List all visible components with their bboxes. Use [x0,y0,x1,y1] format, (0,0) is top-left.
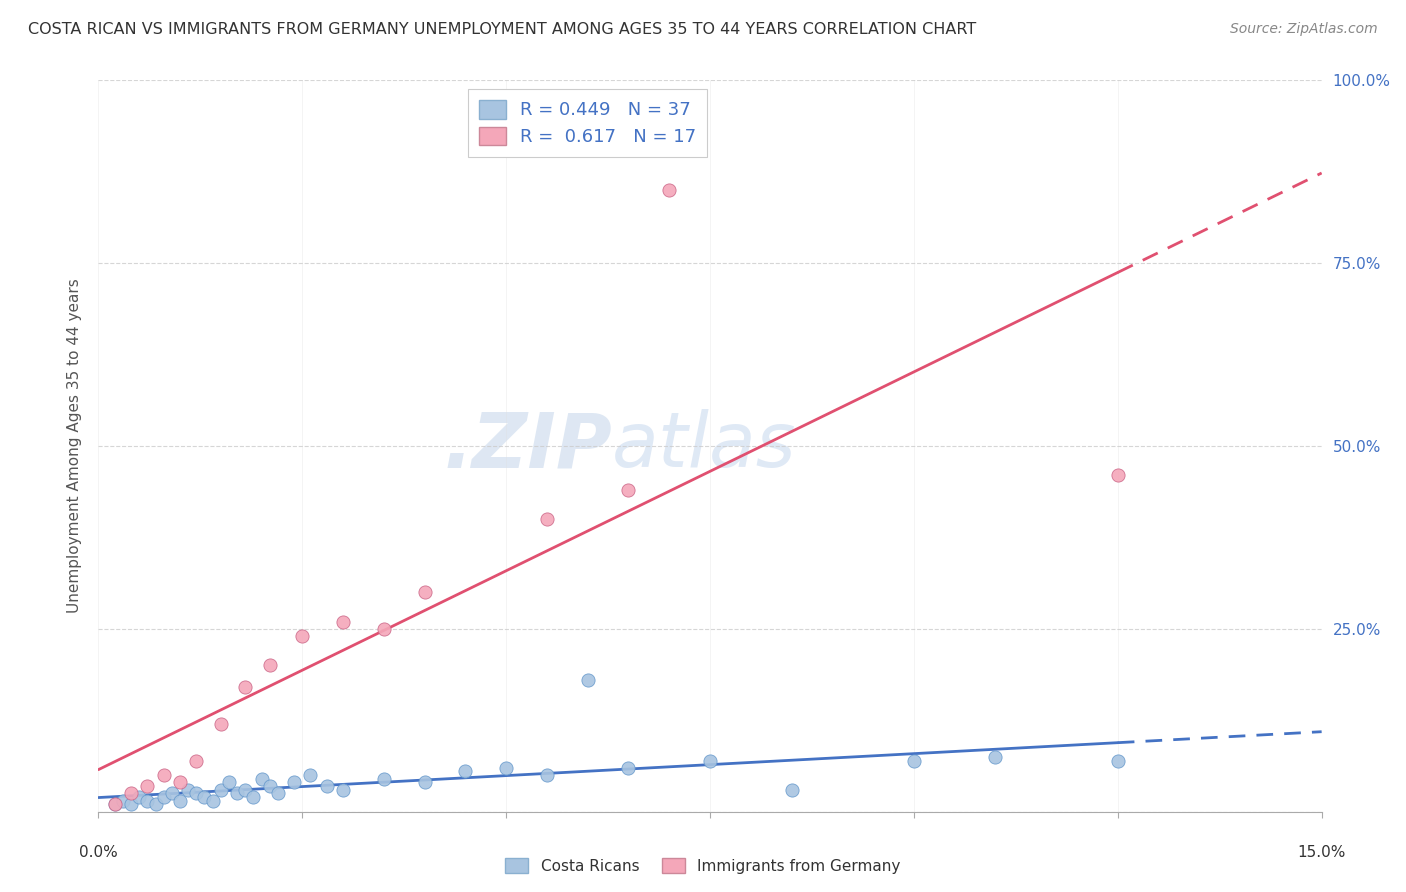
Point [226,787,249,801]
Point [658,183,681,197]
Point [903,754,925,768]
Point [169,794,191,808]
Legend: R = 0.449   N = 37, R =  0.617   N = 17: R = 0.449 N = 37, R = 0.617 N = 17 [468,89,707,157]
Text: .ZIP: .ZIP [443,409,612,483]
Point [617,761,640,775]
Point [160,787,183,801]
Point [209,717,232,731]
Point [136,794,159,808]
Point [373,622,395,636]
Point [699,754,721,768]
Point [780,782,803,797]
Point [536,768,558,782]
Point [332,615,354,629]
Point [120,797,142,812]
Point [152,790,174,805]
Point [617,483,640,497]
Point [413,585,436,599]
Text: COSTA RICAN VS IMMIGRANTS FROM GERMANY UNEMPLOYMENT AMONG AGES 35 TO 44 YEARS CO: COSTA RICAN VS IMMIGRANTS FROM GERMANY U… [28,22,976,37]
Text: Source: ZipAtlas.com: Source: ZipAtlas.com [1230,22,1378,37]
Point [536,512,558,526]
Point [169,775,191,789]
Point [152,768,174,782]
Text: 0.0%: 0.0% [79,845,118,860]
Point [136,779,159,793]
Point [454,764,477,779]
Point [250,772,273,786]
Point [201,794,224,808]
Text: atlas: atlas [612,409,797,483]
Point [233,782,256,797]
Text: 15.0%: 15.0% [1298,845,1346,860]
Point [120,787,142,801]
Legend: Costa Ricans, Immigrants from Germany: Costa Ricans, Immigrants from Germany [499,852,907,880]
Point [104,797,127,812]
Point [218,775,240,789]
Point [233,681,256,695]
Point [104,797,127,812]
Point [186,787,208,801]
Point [576,673,599,687]
Point [259,779,281,793]
Point [242,790,264,805]
Point [128,790,150,805]
Y-axis label: Unemployment Among Ages 35 to 44 years: Unemployment Among Ages 35 to 44 years [66,278,82,614]
Point [111,794,134,808]
Point [373,772,395,786]
Point [1107,468,1129,483]
Point [315,779,337,793]
Point [177,782,200,797]
Point [193,790,215,805]
Point [267,787,290,801]
Point [984,749,1007,764]
Point [209,782,232,797]
Point [145,797,167,812]
Point [299,768,322,782]
Point [186,754,208,768]
Point [291,629,314,643]
Point [259,658,281,673]
Point [332,782,354,797]
Point [495,761,517,775]
Point [413,775,436,789]
Point [283,775,305,789]
Point [1107,754,1129,768]
